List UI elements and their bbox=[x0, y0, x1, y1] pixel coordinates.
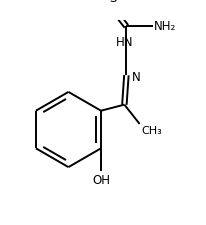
Text: HN: HN bbox=[116, 36, 134, 49]
Text: NH₂: NH₂ bbox=[154, 20, 176, 33]
Text: S: S bbox=[110, 0, 117, 5]
Text: CH₃: CH₃ bbox=[142, 126, 162, 136]
Text: N: N bbox=[131, 71, 140, 84]
Text: OH: OH bbox=[92, 174, 110, 187]
